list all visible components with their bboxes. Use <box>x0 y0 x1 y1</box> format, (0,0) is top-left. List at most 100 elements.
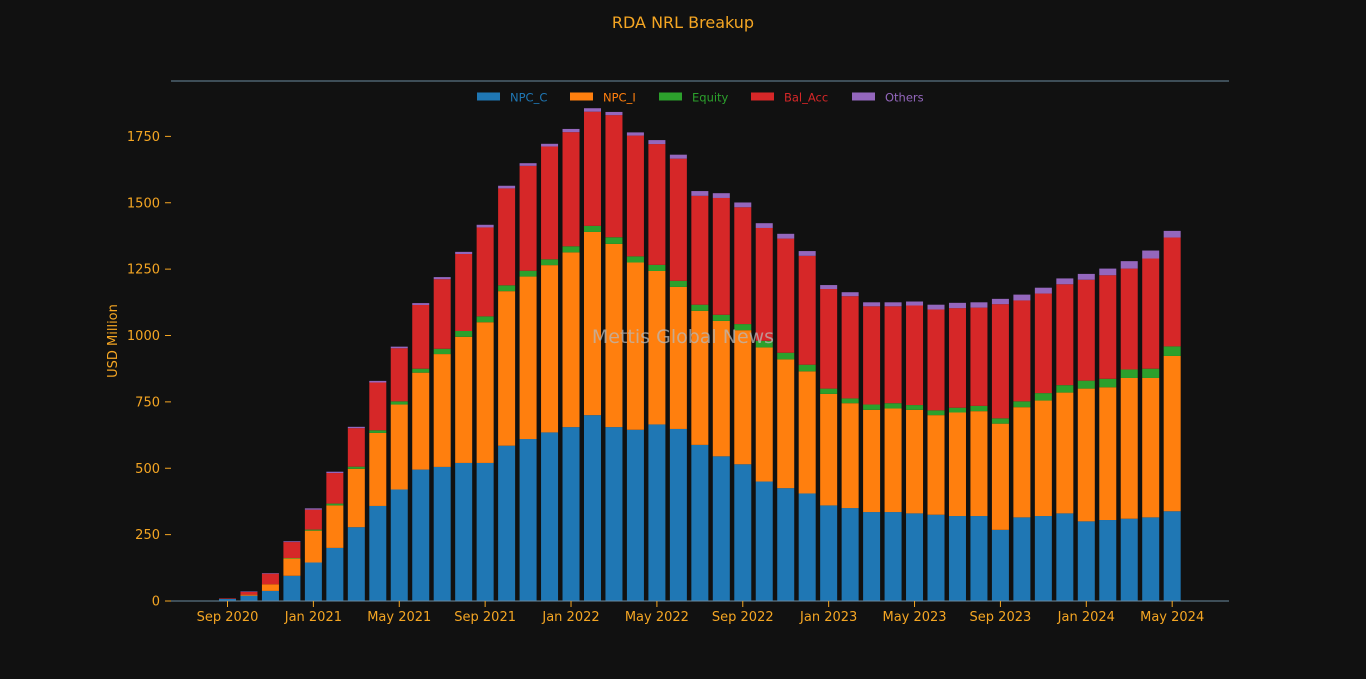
bar-npc-c-2021-03 <box>347 527 365 601</box>
bar-equity-2021-02 <box>326 503 344 506</box>
bar-others-2022-02 <box>583 108 601 112</box>
bar-others-2024-03 <box>1120 261 1138 269</box>
bar-npc-i-2024-01 <box>1077 388 1095 522</box>
bar-npc-c-2024-02 <box>1099 520 1117 601</box>
bar-npc-c-2021-09 <box>476 462 494 601</box>
bar-others-2023-12 <box>1056 278 1074 285</box>
bar-npc-c-2022-03 <box>605 427 623 601</box>
bar-npc-i-2021-05 <box>390 404 408 490</box>
bar-npc-i-2023-10 <box>1013 407 1031 518</box>
bar-equity-2022-02 <box>583 225 601 232</box>
bar-others-2021-09 <box>476 224 494 228</box>
bar-npc-i-2023-09 <box>991 423 1009 530</box>
bar-others-2021-11 <box>519 163 537 166</box>
bar-npc-i-2020-11 <box>261 584 279 591</box>
bar-others-2024-02 <box>1099 268 1117 276</box>
bar-npc-i-2021-09 <box>476 322 494 463</box>
bar-others-2021-05 <box>390 346 408 349</box>
bar-npc-i-2023-05 <box>906 409 924 514</box>
bar-npc-i-2024-03 <box>1120 377 1138 519</box>
bar-npc-c-2020-12 <box>283 575 301 601</box>
bar-bal-acc-2024-01 <box>1077 279 1095 381</box>
bar-others-2022-09 <box>734 202 752 208</box>
bar-npc-c-2023-09 <box>991 529 1009 601</box>
bar-npc-c-2021-11 <box>519 439 537 601</box>
bar-others-2023-07 <box>948 302 966 309</box>
bar-npc-c-2022-12 <box>798 493 816 601</box>
bar-others-2021-04 <box>369 380 387 383</box>
bar-equity-2021-06 <box>412 368 430 373</box>
y-tick-label-750: 750 <box>135 395 160 410</box>
bar-equity-2023-02 <box>841 398 859 404</box>
bar-bal-acc-2022-07 <box>691 195 709 305</box>
bar-equity-2021-07 <box>433 348 451 355</box>
bar-npc-c-2023-02 <box>841 508 859 601</box>
bar-equity-2021-10 <box>498 285 516 292</box>
bar-npc-i-2022-07 <box>691 310 709 445</box>
bar-others-2021-12 <box>541 143 559 147</box>
bar-equity-2022-06 <box>669 280 687 287</box>
bar-npc-c-2022-04 <box>626 429 644 601</box>
bar-equity-2021-03 <box>347 466 365 469</box>
bar-others-2022-03 <box>605 111 623 116</box>
bar-bal-acc-2023-08 <box>970 307 988 406</box>
x-tick-label-0: Sep 2020 <box>197 610 259 625</box>
bar-equity-2024-05 <box>1163 346 1181 356</box>
bar-bal-acc-2023-11 <box>1034 293 1052 394</box>
bar-bal-acc-2022-05 <box>648 144 666 265</box>
bar-equity-2023-03 <box>863 404 881 410</box>
bar-equity-2024-02 <box>1099 378 1117 388</box>
bar-others-2022-01 <box>562 128 580 133</box>
bar-npc-c-2022-09 <box>734 464 752 601</box>
bar-npc-c-2020-11 <box>261 590 279 601</box>
bar-equity-2021-08 <box>455 330 473 337</box>
bar-others-2021-02 <box>326 471 344 474</box>
bar-npc-c-2021-01 <box>304 562 322 601</box>
y-axis-label: USD Million <box>106 304 121 378</box>
x-tick-label-2: May 2021 <box>367 610 431 625</box>
bar-npc-c-2021-12 <box>541 432 559 601</box>
x-tick-label-4: Jan 2022 <box>541 610 599 625</box>
bar-equity-2023-04 <box>884 403 902 409</box>
bar-others-2020-11 <box>261 573 279 574</box>
bar-npc-i-2021-04 <box>369 432 387 506</box>
bar-npc-c-2020-10 <box>240 595 258 601</box>
bar-npc-c-2023-04 <box>884 512 902 601</box>
bar-npc-c-2022-07 <box>691 444 709 601</box>
legend-swatch-equity <box>659 92 682 101</box>
bar-others-2023-03 <box>863 302 881 307</box>
bar-npc-i-2024-04 <box>1142 377 1160 518</box>
bar-others-2022-11 <box>777 233 795 239</box>
bar-others-2023-09 <box>991 298 1009 305</box>
bar-npc-i-2023-03 <box>863 409 881 513</box>
bar-npc-i-2021-08 <box>455 336 473 463</box>
bar-bal-acc-2023-04 <box>884 306 902 404</box>
bar-bal-acc-2022-03 <box>605 115 623 238</box>
legend-label-bal-acc: Bal_Acc <box>784 91 828 105</box>
bar-npc-i-2021-02 <box>326 505 344 548</box>
bar-bal-acc-2023-07 <box>948 308 966 408</box>
bar-others-2022-07 <box>691 191 709 196</box>
bar-npc-i-2022-02 <box>583 231 601 416</box>
bar-npc-c-2021-10 <box>498 445 516 601</box>
bar-others-2022-10 <box>755 223 773 228</box>
bar-npc-i-2023-06 <box>927 415 945 515</box>
bar-npc-i-2023-12 <box>1056 392 1074 514</box>
bar-npc-c-2024-03 <box>1120 518 1138 601</box>
bar-bal-acc-2020-09 <box>219 598 236 599</box>
bar-npc-i-2022-11 <box>777 359 795 489</box>
bar-equity-2021-01 <box>304 529 322 531</box>
bar-npc-c-2024-04 <box>1142 517 1160 601</box>
bar-bal-acc-2022-06 <box>669 158 687 281</box>
bar-equity-2022-08 <box>712 314 730 321</box>
bar-group <box>219 108 1181 601</box>
bar-npc-c-2022-11 <box>777 488 795 601</box>
bar-equity-2023-09 <box>991 418 1009 424</box>
bar-equity-2021-05 <box>390 401 408 405</box>
bar-bal-acc-2022-02 <box>583 111 601 226</box>
bar-npc-c-2022-08 <box>712 456 730 601</box>
bar-others-2022-12 <box>798 251 816 256</box>
bar-bal-acc-2023-03 <box>863 306 881 405</box>
bar-equity-2021-09 <box>476 316 494 323</box>
bar-npc-c-2023-10 <box>1013 517 1031 601</box>
